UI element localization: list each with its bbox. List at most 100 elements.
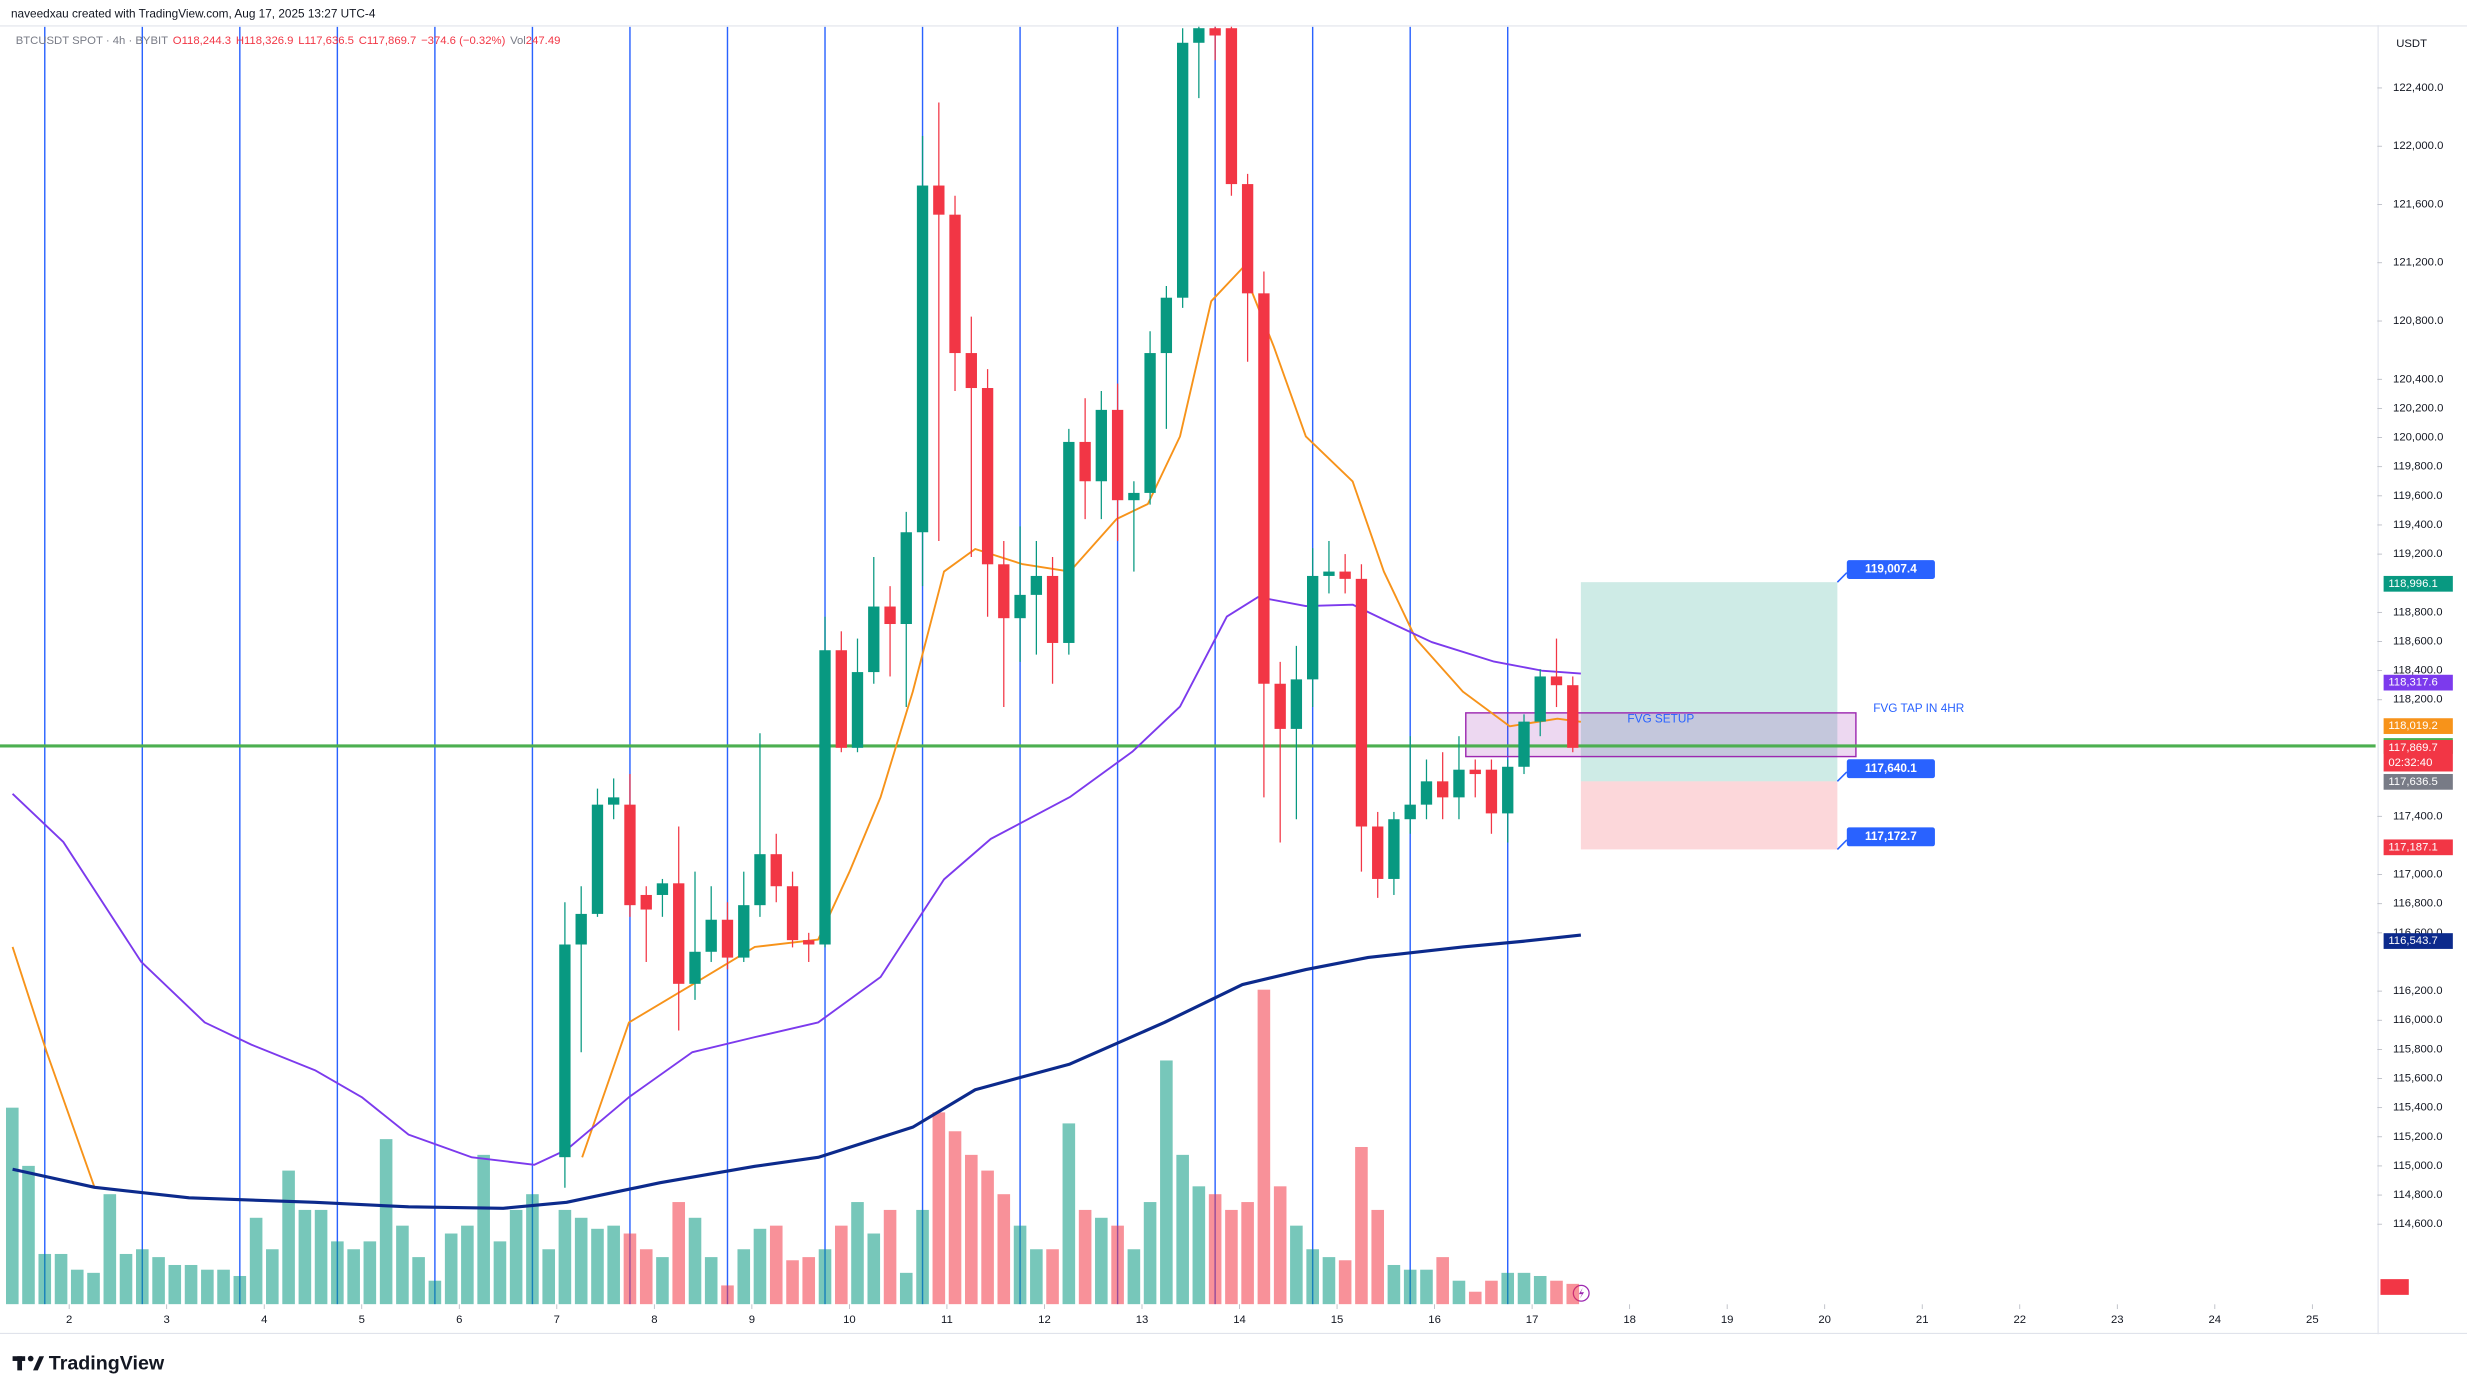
volume-bar (298, 1209, 312, 1305)
x-tick-label: 6 (456, 1314, 462, 1326)
volume-bar (1290, 1225, 1303, 1305)
x-tick-label: 5 (359, 1314, 365, 1326)
y-tick-label: 122,400.0 (2393, 82, 2443, 94)
volume-bar (38, 1253, 52, 1305)
candle-body (559, 944, 571, 1158)
position-pointer (1836, 839, 1848, 850)
quote-value: H118,326.9 (236, 35, 294, 47)
position-pointer (1836, 771, 1848, 782)
volume-bar (1468, 1291, 1482, 1305)
candle-body (1046, 575, 1059, 643)
volume-bar (201, 1269, 214, 1305)
quote-value: −374.6 (−0.32%) (421, 35, 506, 47)
candle-body (949, 214, 961, 354)
volume-bar (753, 1228, 767, 1305)
x-tick-label: 2 (66, 1314, 72, 1326)
x-tick-label: 4 (261, 1314, 267, 1326)
x-tick-label: 19 (1721, 1314, 1734, 1326)
volume-bar (867, 1233, 881, 1305)
volume-bar (802, 1257, 816, 1305)
candle-body (673, 883, 685, 984)
volume-bar (542, 1249, 556, 1305)
y-tick-label: 118,600.0 (2393, 635, 2443, 647)
y-tick-label: 114,600.0 (2393, 1218, 2443, 1230)
candle-body (1014, 594, 1026, 619)
logo-icon (12, 1355, 45, 1371)
moving-average (12, 933, 1582, 1210)
volume-bar (1387, 1264, 1401, 1305)
volume-value: 247.49 (526, 35, 561, 47)
x-tick-label: 18 (1623, 1314, 1636, 1326)
y-tick-label: 118,800.0 (2393, 606, 2443, 618)
volume-bar (899, 1272, 913, 1305)
volume-bar (818, 1249, 832, 1305)
quote-value: L117,636.5 (298, 35, 354, 47)
volume-bar (461, 1225, 474, 1305)
x-tick-label: 7 (554, 1314, 560, 1326)
volume-bar (363, 1241, 377, 1305)
fvg-zone (1465, 712, 1857, 758)
candle-body (1355, 578, 1368, 827)
y-tick-label: 116,200.0 (2393, 985, 2443, 997)
candle-body (835, 650, 847, 748)
volume-bar (1273, 1186, 1287, 1305)
volume-bar (428, 1280, 442, 1305)
y-tick-label: 117,000.0 (2393, 869, 2443, 881)
volume-bar (233, 1275, 247, 1305)
volume-bar (1403, 1269, 1417, 1305)
candle-body (1453, 769, 1465, 798)
x-tick-label: 22 (2013, 1314, 2026, 1326)
candle-body (1241, 184, 1254, 294)
y-tick-label: 120,200.0 (2393, 402, 2443, 414)
x-tick-label: 23 (2111, 1314, 2124, 1326)
y-tick-label: 115,400.0 (2393, 1102, 2443, 1114)
x-tick-label: 20 (1818, 1314, 1831, 1326)
y-tick-label: 121,600.0 (2393, 198, 2443, 210)
annotation: FVG TAP IN 4HR (1873, 701, 1964, 715)
volume-bar (965, 1154, 978, 1305)
y-tick-label: 114,800.0 (2393, 1189, 2443, 1201)
volume-last-box (2380, 1279, 2409, 1295)
volume-bar (509, 1209, 523, 1305)
x-tick-label: 3 (164, 1314, 170, 1326)
candle-body (1209, 28, 1221, 36)
volume-bar (1322, 1257, 1336, 1305)
y-tick-label: 119,200.0 (2393, 548, 2443, 560)
volume-bar (591, 1228, 604, 1305)
volume-bar (1485, 1280, 1498, 1305)
volume-bar (1062, 1123, 1076, 1305)
volume-bar (1127, 1249, 1141, 1305)
price-label: 118,996.1 (2388, 578, 2437, 590)
volume-bar (119, 1253, 133, 1305)
volume-bar (1176, 1154, 1189, 1305)
volume-bar (412, 1257, 425, 1305)
candle-body (1437, 781, 1449, 798)
volume-bar (835, 1225, 848, 1305)
volume-bar (168, 1264, 182, 1305)
price-label-box (2383, 740, 2453, 772)
candle-body (1144, 353, 1156, 493)
logo-part (27, 1355, 34, 1362)
candle-body (1193, 28, 1205, 43)
x-tick-label: 13 (1136, 1314, 1149, 1326)
volume-bar (851, 1202, 864, 1305)
price-label: 118,317.6 (2388, 677, 2437, 689)
fvg-label: FVG SETUP (1627, 711, 1694, 725)
volume-bar (1160, 1060, 1173, 1305)
volume-bar (136, 1249, 149, 1305)
candle-body (640, 894, 652, 910)
x-tick-label: 9 (749, 1314, 755, 1326)
quote-value: C117,869.7 (359, 35, 417, 47)
volume-bar (623, 1233, 637, 1305)
volume-bar (1078, 1209, 1092, 1305)
volume-bar (1452, 1280, 1466, 1305)
volume-bar (948, 1131, 962, 1305)
volume-bar (103, 1194, 117, 1305)
volume-bar (1030, 1249, 1043, 1305)
volume-bar (688, 1217, 702, 1305)
x-tick-label: 16 (1428, 1314, 1441, 1326)
volume-bar (70, 1269, 84, 1305)
candle-body (786, 886, 799, 941)
candle-body (754, 854, 766, 906)
y-tick-label: 119,600.0 (2393, 490, 2443, 502)
